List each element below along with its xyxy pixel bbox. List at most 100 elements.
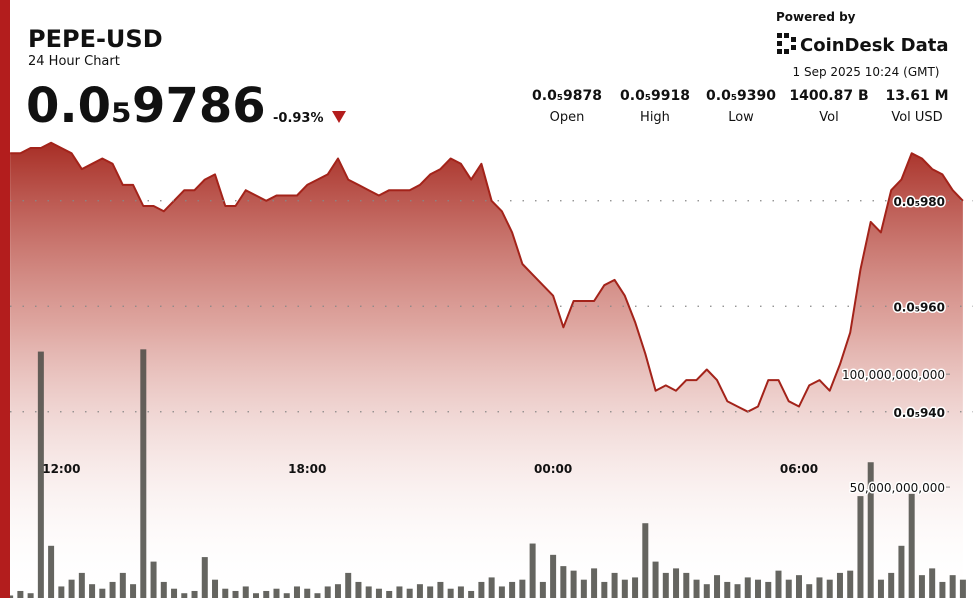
- volume-bar: [478, 581, 485, 598]
- volume-bar: [263, 590, 270, 598]
- volume-bar: [99, 588, 106, 598]
- y-tick-label: 0.0₅980: [893, 195, 945, 209]
- volume-bar: [324, 586, 331, 598]
- volume-bar: [345, 572, 352, 598]
- volume-bar: [232, 590, 239, 598]
- volume-bar: [457, 586, 464, 598]
- volume-bar: [847, 570, 854, 598]
- volume-bar: [714, 575, 721, 598]
- powered-by: Powered by: [776, 10, 856, 24]
- volume-bar: [48, 545, 55, 598]
- volume-bar: [222, 588, 229, 598]
- chart-title: PEPE-USD: [28, 25, 163, 53]
- volume-bar: [140, 349, 147, 598]
- volume-bar: [68, 579, 75, 598]
- accent-bar: [0, 0, 10, 598]
- stat-value: 0.0₅9390: [706, 88, 776, 104]
- volume-bar: [744, 577, 751, 598]
- volume-bar: [673, 568, 680, 598]
- y-tick-label: 50,000,000,000: [850, 481, 945, 495]
- timestamp: 1 Sep 2025 10:24 (GMT): [793, 65, 940, 79]
- volume-bar: [304, 588, 311, 598]
- volume-bar: [119, 572, 126, 598]
- stat-value: 0.0₅9918: [620, 88, 690, 104]
- volume-bar: [488, 577, 495, 598]
- y-tick-label: 0.0₅940: [893, 406, 945, 420]
- y-tick-label: 100,000,000,000: [842, 368, 945, 382]
- volume-bar: [416, 584, 423, 598]
- volume-bar: [427, 586, 434, 598]
- volume-bar: [160, 581, 167, 598]
- volume-bar: [816, 577, 823, 598]
- stat-value: 1400.87 B: [789, 88, 868, 104]
- down-arrow: [332, 111, 346, 123]
- price-change: -0.93%: [273, 111, 324, 126]
- stats: 0.0₅9878 Open 0.0₅9918 High 0.0₅9390 Low 1400.…: [532, 88, 949, 125]
- volume-bar: [406, 588, 413, 598]
- volume-bar: [632, 577, 639, 598]
- current-price: 0.0₅9786: [26, 78, 266, 134]
- stat-label: High: [640, 110, 670, 125]
- volume-bar: [550, 554, 557, 598]
- volume-bar: [447, 588, 454, 598]
- volume-bar: [17, 590, 24, 598]
- volume-bar: [498, 586, 505, 598]
- volume-bar: [529, 543, 536, 598]
- volume-bar: [58, 586, 65, 598]
- stat-label: Vol USD: [891, 110, 942, 125]
- volume-bar: [877, 579, 884, 598]
- volume-bar: [37, 351, 44, 598]
- x-tick-label: 12:00: [42, 462, 80, 476]
- volume-bar: [580, 579, 587, 598]
- volume-bar: [908, 493, 915, 598]
- volume-bar: [621, 579, 628, 598]
- volume-bar: [703, 584, 710, 598]
- volume-bar: [724, 581, 731, 598]
- volume-bar: [375, 588, 382, 598]
- volume-bar: [212, 579, 219, 598]
- volume-bar: [591, 568, 598, 598]
- stat-label: Vol: [819, 110, 838, 125]
- volume-bar: [27, 593, 34, 598]
- volume-bar: [181, 593, 188, 598]
- volume-bar: [365, 586, 372, 598]
- chart-subtitle: 24 Hour Chart: [28, 54, 120, 69]
- stat-label: Low: [728, 110, 754, 125]
- volume-bar: [191, 590, 198, 598]
- volume-bar: [355, 581, 362, 598]
- plot: 0.0₅940 0.0₅960 0.0₅980 12:00 18:00 00:00 06:0…: [7, 141, 973, 598]
- volume-bar: [437, 581, 444, 598]
- volume-bar: [150, 561, 157, 598]
- volume-bar: [519, 579, 526, 598]
- volume-bar: [755, 579, 762, 598]
- volume-bar: [242, 586, 249, 598]
- x-tick-label: 18:00: [288, 462, 326, 476]
- volume-bar: [683, 572, 690, 598]
- volume-bar: [918, 575, 925, 598]
- volume-bar: [611, 572, 618, 598]
- volume-bar: [806, 584, 813, 598]
- volume-bar: [171, 588, 178, 598]
- volume-bar: [795, 575, 802, 598]
- volume-bar: [836, 572, 843, 598]
- y-tick-label: 0.0₅960: [893, 300, 945, 314]
- volume-bar: [273, 588, 280, 598]
- volume-bar: [601, 581, 608, 598]
- volume-bar: [201, 557, 208, 598]
- volume-bar: [867, 462, 874, 598]
- volume-bar: [775, 570, 782, 598]
- volume-bar: [468, 590, 475, 598]
- volume-bar: [765, 581, 772, 598]
- volume-bar: [929, 568, 936, 598]
- volume-bar: [539, 581, 546, 598]
- volume-bar: [314, 593, 321, 598]
- volume-bar: [386, 590, 393, 598]
- volume-bar: [662, 572, 669, 598]
- volume-bar: [642, 523, 649, 598]
- stat-value: 13.61 M: [885, 88, 948, 104]
- volume-bar: [334, 584, 341, 598]
- stat-value: 0.0₅9878: [532, 88, 602, 104]
- volume-bar: [898, 545, 905, 598]
- brand-name: CoinDesk Data: [800, 35, 949, 56]
- volume-bar: [652, 561, 659, 598]
